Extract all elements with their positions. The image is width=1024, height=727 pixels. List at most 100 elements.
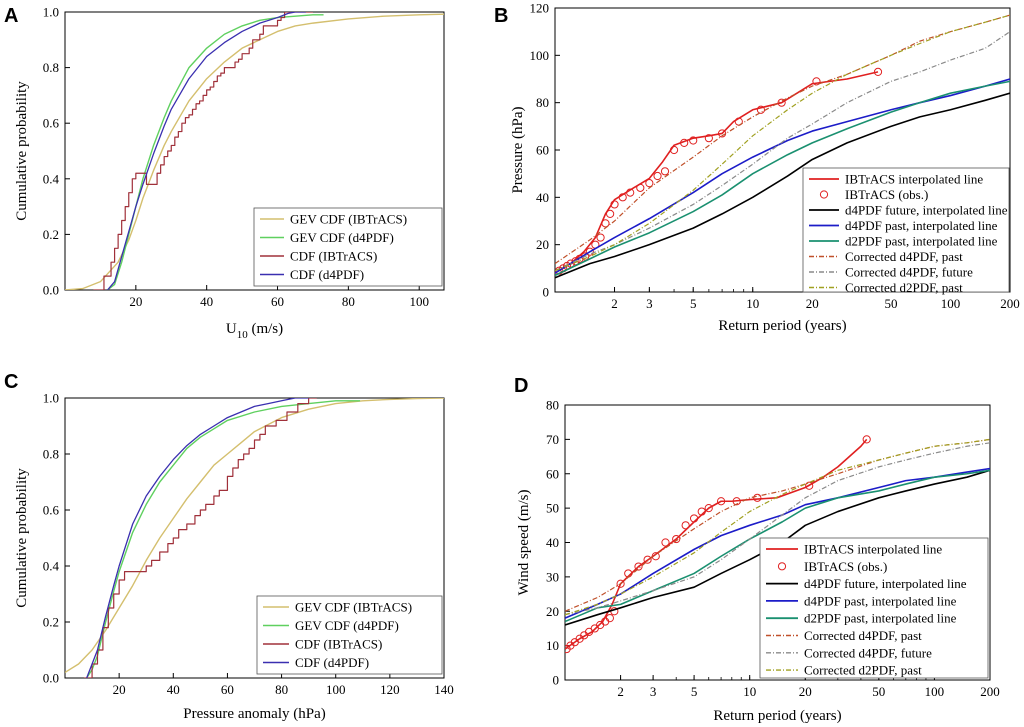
y-tick-label: 0.8 <box>43 60 59 75</box>
obs-point <box>669 145 679 155</box>
obs-point <box>718 129 727 138</box>
data-layer <box>65 12 444 290</box>
obs-point <box>626 188 635 197</box>
x-tick-label: 40 <box>167 682 180 697</box>
y-tick-label: 10 <box>546 638 559 653</box>
legend-label: IBTrACS interpolated line <box>804 542 942 557</box>
obs-point <box>732 497 741 506</box>
legend-label: Corrected d2PDF, past <box>845 280 963 295</box>
obs-point <box>596 233 605 242</box>
legend-label: d4PDF past, interpolated line <box>804 593 957 608</box>
obs-point <box>653 171 662 181</box>
y-axis-label: Pressure (hPa) <box>510 106 526 193</box>
series-line <box>107 14 324 290</box>
legend-label: IBTrACS interpolated line <box>845 172 983 187</box>
y-axis-label: Wind speed (m/s) <box>516 489 532 595</box>
x-tick-label: 2 <box>617 684 624 699</box>
series-line <box>107 12 306 290</box>
y-tick-label: 0.8 <box>43 447 59 462</box>
y-tick-label: 30 <box>546 569 559 584</box>
y-tick-label: 0.6 <box>43 503 60 518</box>
y-tick-label: 1.0 <box>43 391 59 406</box>
x-tick-label: 20 <box>806 296 819 311</box>
legend-label: IBTrACS (obs.) <box>804 559 887 574</box>
obs-point <box>606 209 615 218</box>
x-axis-label-sub: 10 <box>237 329 249 341</box>
obs-point <box>651 552 660 561</box>
data-layer <box>555 14 1010 279</box>
obs-point <box>636 183 645 192</box>
obs-point <box>805 481 814 490</box>
x-tick-label: 5 <box>690 296 697 311</box>
series-line <box>555 14 1010 265</box>
y-axis-label: Cumulative probability <box>14 468 30 608</box>
series-line <box>555 80 1010 277</box>
x-axis-label: Return period (years) <box>713 708 841 724</box>
series-line <box>555 31 1010 272</box>
data-layer <box>565 435 990 654</box>
x-tick-label: 10 <box>743 684 756 699</box>
legend-label: Corrected d4PDF, past <box>845 249 963 264</box>
series-line <box>86 400 361 678</box>
series-line <box>555 71 879 274</box>
obs-point <box>585 247 594 256</box>
legend-label: d4PDF future, interpolated line <box>804 576 967 591</box>
obs-point <box>697 507 706 516</box>
legend-label: GEV CDF (IBTrACS) <box>290 212 407 227</box>
series-line <box>93 12 313 290</box>
obs-point <box>634 562 643 571</box>
obs-point <box>812 77 821 86</box>
series-line <box>86 398 309 678</box>
obs-point <box>704 134 713 143</box>
data-layer <box>65 398 444 678</box>
obs-point <box>605 614 614 623</box>
legend-label: CDF (d4PDF) <box>290 267 364 282</box>
obs-point <box>716 497 726 506</box>
series-line <box>555 78 1010 274</box>
series-line <box>83 398 317 678</box>
panel-letter-b: B <box>494 5 508 27</box>
x-tick-label: 20 <box>113 682 126 697</box>
x-tick-label: 20 <box>799 684 812 699</box>
y-tick-label: 120 <box>530 1 550 16</box>
y-tick-label: 20 <box>546 604 559 619</box>
x-tick-label: 200 <box>1000 296 1020 311</box>
series-line <box>555 92 1010 279</box>
series-line <box>65 398 444 673</box>
y-tick-label: 60 <box>536 143 549 158</box>
obs-point <box>618 193 627 202</box>
legend-label: IBTrACS (obs.) <box>845 187 928 202</box>
legend-label: CDF (d4PDF) <box>295 655 369 670</box>
x-tick-label: 3 <box>646 296 653 311</box>
panel-d-chart: 2 3 5 10 20 50 100 200 0 10 20 30 40 50 60 70 80 Return p… <box>516 398 1000 725</box>
obs-point <box>777 98 786 107</box>
series-line <box>555 14 1010 272</box>
panel-letter-c: C <box>4 371 18 393</box>
x-axis-label-main: U <box>226 321 237 337</box>
x-tick-label: 100 <box>925 684 945 699</box>
y-tick-label: 0 <box>543 285 550 300</box>
x-tick-label: 40 <box>200 294 213 309</box>
y-axis-label: Cumulative probability <box>14 81 30 221</box>
obs-point <box>862 435 871 444</box>
plot-frame <box>64 11 445 291</box>
y-tick-label: 50 <box>546 501 559 516</box>
series-line <box>565 442 990 616</box>
legend-label: GEV CDF (d4PDF) <box>295 618 399 633</box>
y-tick-label: 0.0 <box>43 283 59 298</box>
legend-label: d2PDF past, interpolated line <box>845 234 998 249</box>
x-tick-label: 140 <box>434 682 454 697</box>
legend-label: d4PDF past, interpolated line <box>845 218 998 233</box>
obs-point <box>645 179 654 188</box>
y-tick-label: 0.2 <box>43 227 59 242</box>
obs-point <box>601 219 610 228</box>
x-axis-label: Return period (years) <box>718 318 846 334</box>
x-tick-label: 100 <box>326 682 346 697</box>
y-tick-label: 0.4 <box>43 171 60 186</box>
obs-point <box>660 167 670 176</box>
x-tick-label: 60 <box>271 294 284 309</box>
x-tick-label: 5 <box>691 684 698 699</box>
obs-point <box>753 493 762 502</box>
y-tick-label: 0.6 <box>43 116 60 131</box>
x-tick-label: 2 <box>611 296 618 311</box>
